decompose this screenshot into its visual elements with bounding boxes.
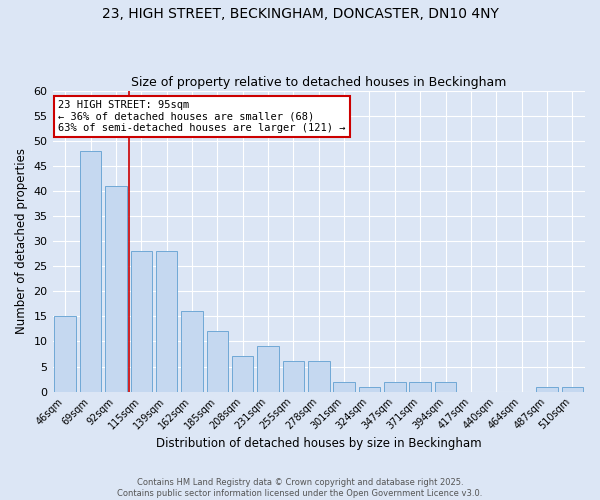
Bar: [232, 356, 253, 392]
Text: 23, HIGH STREET, BECKINGHAM, DONCASTER, DN10 4NY: 23, HIGH STREET, BECKINGHAM, DONCASTER, …: [101, 8, 499, 22]
Bar: [308, 362, 329, 392]
Bar: [384, 382, 406, 392]
Bar: [80, 151, 101, 392]
Bar: [562, 386, 583, 392]
Bar: [105, 186, 127, 392]
Text: 23 HIGH STREET: 95sqm
← 36% of detached houses are smaller (68)
63% of semi-deta: 23 HIGH STREET: 95sqm ← 36% of detached …: [58, 100, 346, 133]
Bar: [55, 316, 76, 392]
Text: Contains HM Land Registry data © Crown copyright and database right 2025.
Contai: Contains HM Land Registry data © Crown c…: [118, 478, 482, 498]
Bar: [334, 382, 355, 392]
X-axis label: Distribution of detached houses by size in Beckingham: Distribution of detached houses by size …: [156, 437, 482, 450]
Title: Size of property relative to detached houses in Beckingham: Size of property relative to detached ho…: [131, 76, 506, 90]
Bar: [206, 332, 228, 392]
Y-axis label: Number of detached properties: Number of detached properties: [15, 148, 28, 334]
Bar: [131, 251, 152, 392]
Bar: [181, 312, 203, 392]
Bar: [283, 362, 304, 392]
Bar: [435, 382, 457, 392]
Bar: [409, 382, 431, 392]
Bar: [257, 346, 279, 392]
Bar: [536, 386, 558, 392]
Bar: [359, 386, 380, 392]
Bar: [156, 251, 178, 392]
